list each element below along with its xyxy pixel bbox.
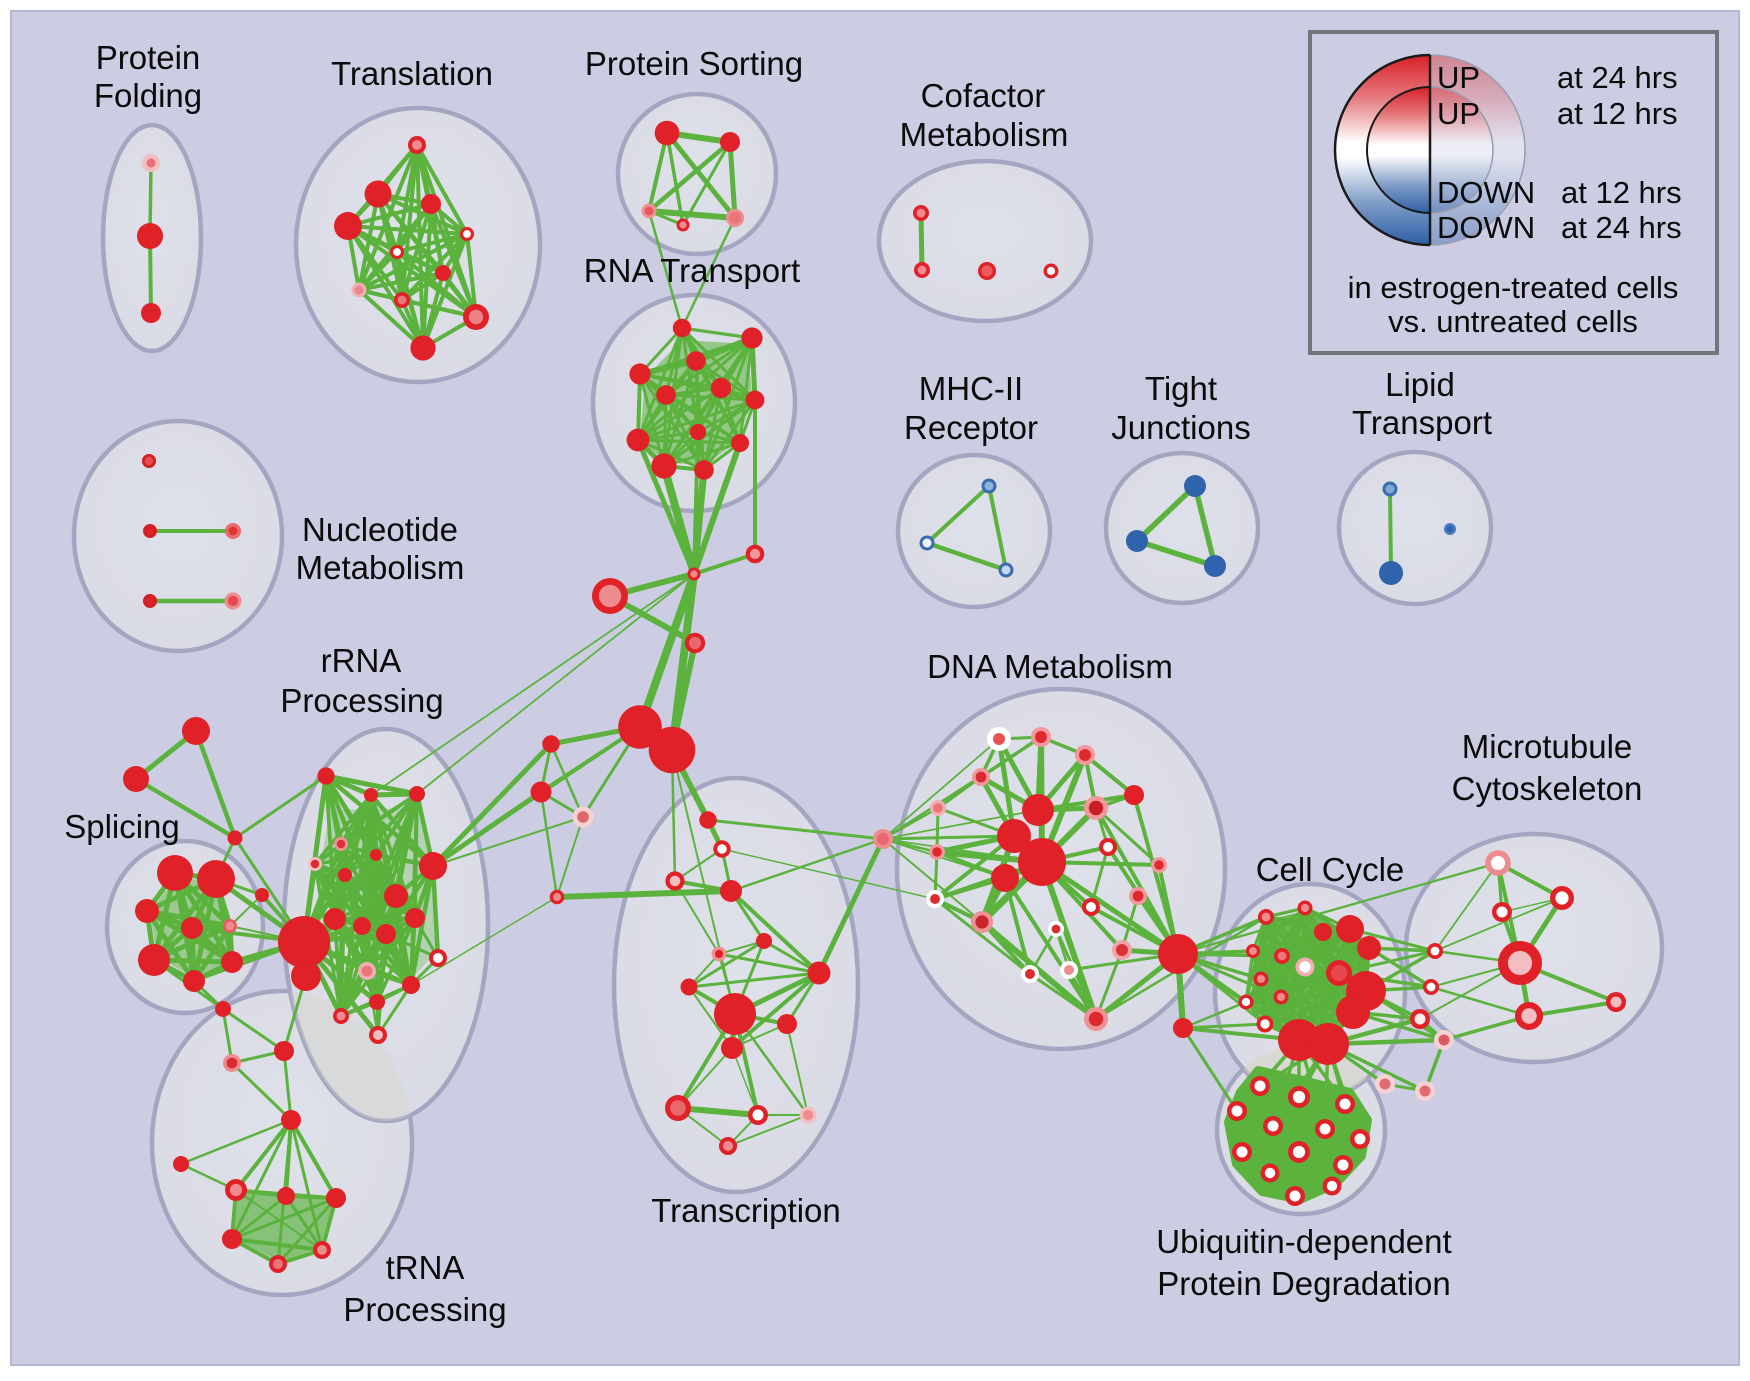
svg-text:rRNA: rRNA xyxy=(321,642,402,679)
svg-text:Processing: Processing xyxy=(280,682,443,719)
svg-text:Cofactor: Cofactor xyxy=(921,77,1046,114)
svg-text:at 24 hrs: at 24 hrs xyxy=(1557,60,1678,95)
svg-text:Transport: Transport xyxy=(1352,404,1492,441)
svg-text:Cytoskeleton: Cytoskeleton xyxy=(1452,770,1643,807)
svg-text:UP: UP xyxy=(1437,96,1480,131)
svg-text:Processing: Processing xyxy=(343,1291,506,1328)
svg-text:Microtubule: Microtubule xyxy=(1462,728,1633,765)
svg-text:Protein: Protein xyxy=(96,39,201,76)
svg-text:Cell Cycle: Cell Cycle xyxy=(1256,851,1405,888)
svg-text:DNA Metabolism: DNA Metabolism xyxy=(927,648,1173,685)
svg-text:Protein Degradation: Protein Degradation xyxy=(1157,1265,1451,1302)
svg-text:Junctions: Junctions xyxy=(1111,409,1250,446)
svg-text:Nucleotide: Nucleotide xyxy=(302,511,458,548)
svg-text:tRNA: tRNA xyxy=(386,1249,465,1286)
svg-text:Splicing: Splicing xyxy=(64,808,180,845)
svg-text:Folding: Folding xyxy=(94,77,202,114)
svg-text:Metabolism: Metabolism xyxy=(900,116,1069,153)
svg-text:at 24 hrs: at 24 hrs xyxy=(1561,210,1682,245)
svg-text:UP: UP xyxy=(1437,60,1480,95)
svg-text:at 12 hrs: at 12 hrs xyxy=(1561,175,1682,210)
svg-text:Lipid: Lipid xyxy=(1385,366,1455,403)
svg-text:DOWN: DOWN xyxy=(1437,210,1535,245)
svg-text:Metabolism: Metabolism xyxy=(296,549,465,586)
svg-text:Receptor: Receptor xyxy=(904,409,1038,446)
svg-text:Tight: Tight xyxy=(1145,370,1217,407)
svg-text:vs. untreated cells: vs. untreated cells xyxy=(1388,304,1638,339)
svg-text:in estrogen-treated cells: in estrogen-treated cells xyxy=(1348,270,1679,305)
svg-text:RNA Transport: RNA Transport xyxy=(584,252,800,289)
svg-text:Ubiquitin-dependent: Ubiquitin-dependent xyxy=(1156,1223,1451,1260)
svg-text:Transcription: Transcription xyxy=(651,1192,841,1229)
svg-text:MHC-II: MHC-II xyxy=(919,370,1023,407)
svg-text:Translation: Translation xyxy=(331,55,493,92)
svg-text:DOWN: DOWN xyxy=(1437,175,1535,210)
svg-text:Protein Sorting: Protein Sorting xyxy=(585,45,803,82)
svg-text:at 12 hrs: at 12 hrs xyxy=(1557,96,1678,131)
